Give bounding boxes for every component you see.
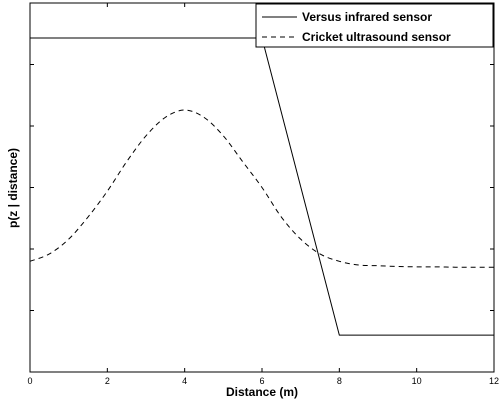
legend: Versus infrared sensor Cricket ultrasoun…	[255, 3, 494, 48]
series-layer	[29, 37, 494, 336]
x-tick-label: 0	[27, 376, 32, 386]
legend-box	[255, 3, 494, 48]
x-axis-label: Distance (m)	[226, 385, 298, 399]
series-line-infrared	[30, 37, 494, 336]
axis-ticks: 0 2 4 6 8 10 12	[27, 2, 499, 386]
legend-label-infrared: Versus infrared sensor	[302, 10, 432, 24]
x-tick-label: 8	[337, 376, 342, 386]
y-axis-label: p(z | distance)	[6, 148, 20, 228]
x-tick-label: 10	[412, 376, 422, 386]
legend-label-ultrasound: Cricket ultrasound sensor	[302, 30, 451, 44]
x-tick-label: 6	[259, 376, 264, 386]
x-tick-label: 2	[105, 376, 110, 386]
x-tick-label: 4	[182, 376, 187, 386]
x-tick-label: 12	[489, 376, 499, 386]
series-line-ultrasound	[29, 109, 494, 268]
